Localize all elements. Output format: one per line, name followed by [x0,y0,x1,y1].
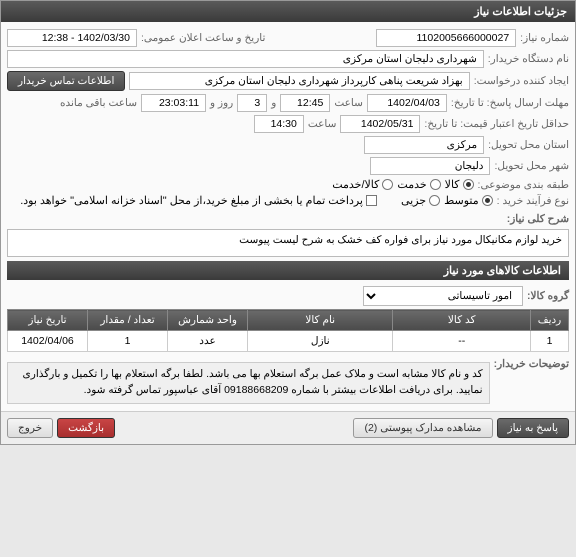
contact-buyer-button[interactable]: اطلاعات تماس خریدار [7,71,125,91]
deadline-label: مهلت ارسال پاسخ: تا تاریخ: [451,97,569,109]
pt-radio-minor[interactable]: جزیی [401,194,440,207]
summary-label: شرح کلی نیاز: [507,213,569,225]
purchase-type-label: نوع فرآیند خرید : [497,195,569,207]
and-label: و [271,97,276,109]
back-button[interactable]: بازگشت [57,418,115,438]
deadline-time: 12:45 [280,94,330,112]
cell-qty: 1 [88,331,168,352]
panel-body: شماره نیاز: 1102005666000027 تاریخ و ساع… [1,22,575,411]
items-section-header: اطلاعات کالاهای مورد نیاز [7,261,569,280]
pt-opt2-label: جزیی [401,194,426,207]
buyer-note-label: توضیحات خریدار: [494,358,569,370]
attachments-button[interactable]: مشاهده مدارک پیوستی (2) [353,418,492,438]
cell-code: -- [393,331,531,352]
city-value: دلیجان [370,157,490,175]
buyer-org-value: شهرداری دلیجان استان مرکزی [7,50,484,68]
validity-time: 14:30 [254,115,304,133]
deadline-date: 1402/04/03 [367,94,447,112]
class-label: طبقه بندی موضوعی: [478,179,569,191]
payment-note-label: پرداخت تمام یا بخشی از مبلغ خرید،از محل … [20,194,363,207]
province-label: استان محل تحویل: [488,139,569,151]
announce-value: 1402/03/30 - 12:38 [7,29,137,47]
radio-icon [429,195,440,206]
need-no-label: شماره نیاز: [520,32,569,44]
buyer-note-text: کد و نام کالا مشابه است و ملاک عمل برگه … [7,362,490,404]
time-label-1: ساعت [334,97,363,109]
col-unit: واحد شمارش [168,310,248,331]
class-opt3-label: کالا/خدمت [332,178,379,191]
cell-unit: عدد [168,331,248,352]
class-radio-goods[interactable]: کالا [445,178,474,191]
creator-value: بهزاد شریعت پناهی کارپرداز شهرداری دلیجا… [129,72,469,90]
province-value: مرکزی [364,136,484,154]
radio-icon [482,195,493,206]
col-date: تاریخ نیاز [8,310,88,331]
pt-opt1-label: متوسط [444,194,479,207]
radio-icon [463,179,474,190]
table-row[interactable]: 1 -- نازل عدد 1 1402/04/06 [8,331,569,352]
city-label: شهر محل تحویل: [494,160,569,172]
days-label: روز و [210,97,233,109]
time-label-2: ساعت [308,118,337,130]
creator-label: ایجاد کننده درخواست: [474,75,569,87]
remaining-value: 23:03:11 [141,94,206,112]
days-value: 3 [237,94,267,112]
group-select[interactable]: امور تاسیساتی [363,286,523,306]
summary-text: خرید لوازم مکانیکال مورد نیاز برای فواره… [7,229,569,257]
exit-button[interactable]: خروج [7,418,53,438]
buyer-org-label: نام دستگاه خریدار: [488,53,569,65]
footer-bar: پاسخ به نیاز مشاهده مدارک پیوستی (2) باز… [1,411,575,444]
class-radio-service[interactable]: خدمت [397,178,440,191]
cell-date: 1402/04/06 [8,331,88,352]
need-no-value: 1102005666000027 [376,29,516,47]
col-name: نام کالا [248,310,393,331]
cell-name: نازل [248,331,393,352]
respond-button[interactable]: پاسخ به نیاز [497,418,569,438]
validity-label: حداقل تاریخ اعتبار قیمت: تا تاریخ: [424,118,569,130]
remaining-label: ساعت باقی مانده [60,97,137,109]
pt-radio-medium[interactable]: متوسط [444,194,493,207]
group-label: گروه کالا: [527,290,569,302]
class-opt1-label: کالا [445,178,460,191]
announce-label: تاریخ و ساعت اعلان عمومی: [141,32,265,44]
radio-icon [382,179,393,190]
col-qty: تعداد / مقدار [88,310,168,331]
panel-title: جزئیات اطلاعات نیاز [1,1,575,22]
validity-date: 1402/05/31 [340,115,420,133]
need-details-panel: جزئیات اطلاعات نیاز شماره نیاز: 11020056… [0,0,576,445]
payment-checkbox[interactable]: پرداخت تمام یا بخشی از مبلغ خرید،از محل … [20,194,377,207]
col-code: کد کالا [393,310,531,331]
class-opt2-label: خدمت [397,178,426,191]
table-header-row: ردیف کد کالا نام کالا واحد شمارش تعداد /… [8,310,569,331]
class-radio-both[interactable]: کالا/خدمت [332,178,393,191]
col-row: ردیف [531,310,569,331]
items-table: ردیف کد کالا نام کالا واحد شمارش تعداد /… [7,309,569,352]
radio-icon [430,179,441,190]
checkbox-icon [366,195,377,206]
cell-row: 1 [531,331,569,352]
